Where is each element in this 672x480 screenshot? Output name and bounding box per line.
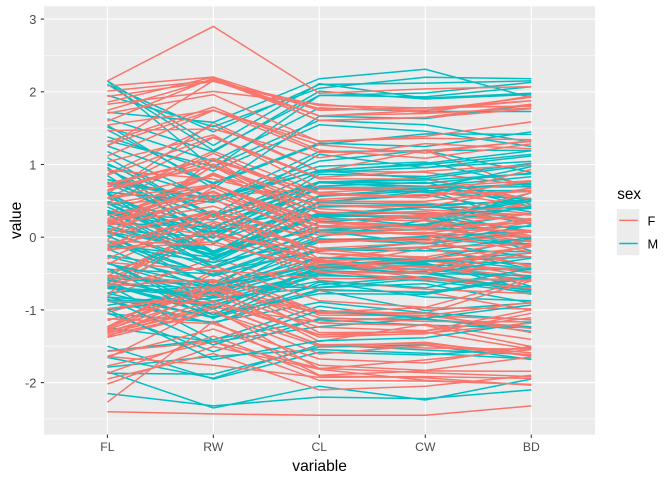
svg-text:2: 2 <box>29 85 36 100</box>
svg-text:sex: sex <box>617 186 641 203</box>
svg-text:F: F <box>648 213 656 228</box>
svg-text:0: 0 <box>29 230 36 245</box>
svg-text:-2: -2 <box>25 376 36 391</box>
svg-text:FL: FL <box>100 440 114 454</box>
svg-text:BD: BD <box>523 440 540 454</box>
svg-text:3: 3 <box>29 12 36 27</box>
svg-text:RW: RW <box>203 440 224 454</box>
svg-text:-1: -1 <box>25 303 36 318</box>
svg-text:1: 1 <box>29 157 36 172</box>
svg-text:CW: CW <box>415 440 436 454</box>
svg-text:value: value <box>8 202 25 239</box>
svg-text:variable: variable <box>292 458 347 475</box>
svg-text:CL: CL <box>312 440 328 454</box>
svg-text:M: M <box>648 236 659 251</box>
